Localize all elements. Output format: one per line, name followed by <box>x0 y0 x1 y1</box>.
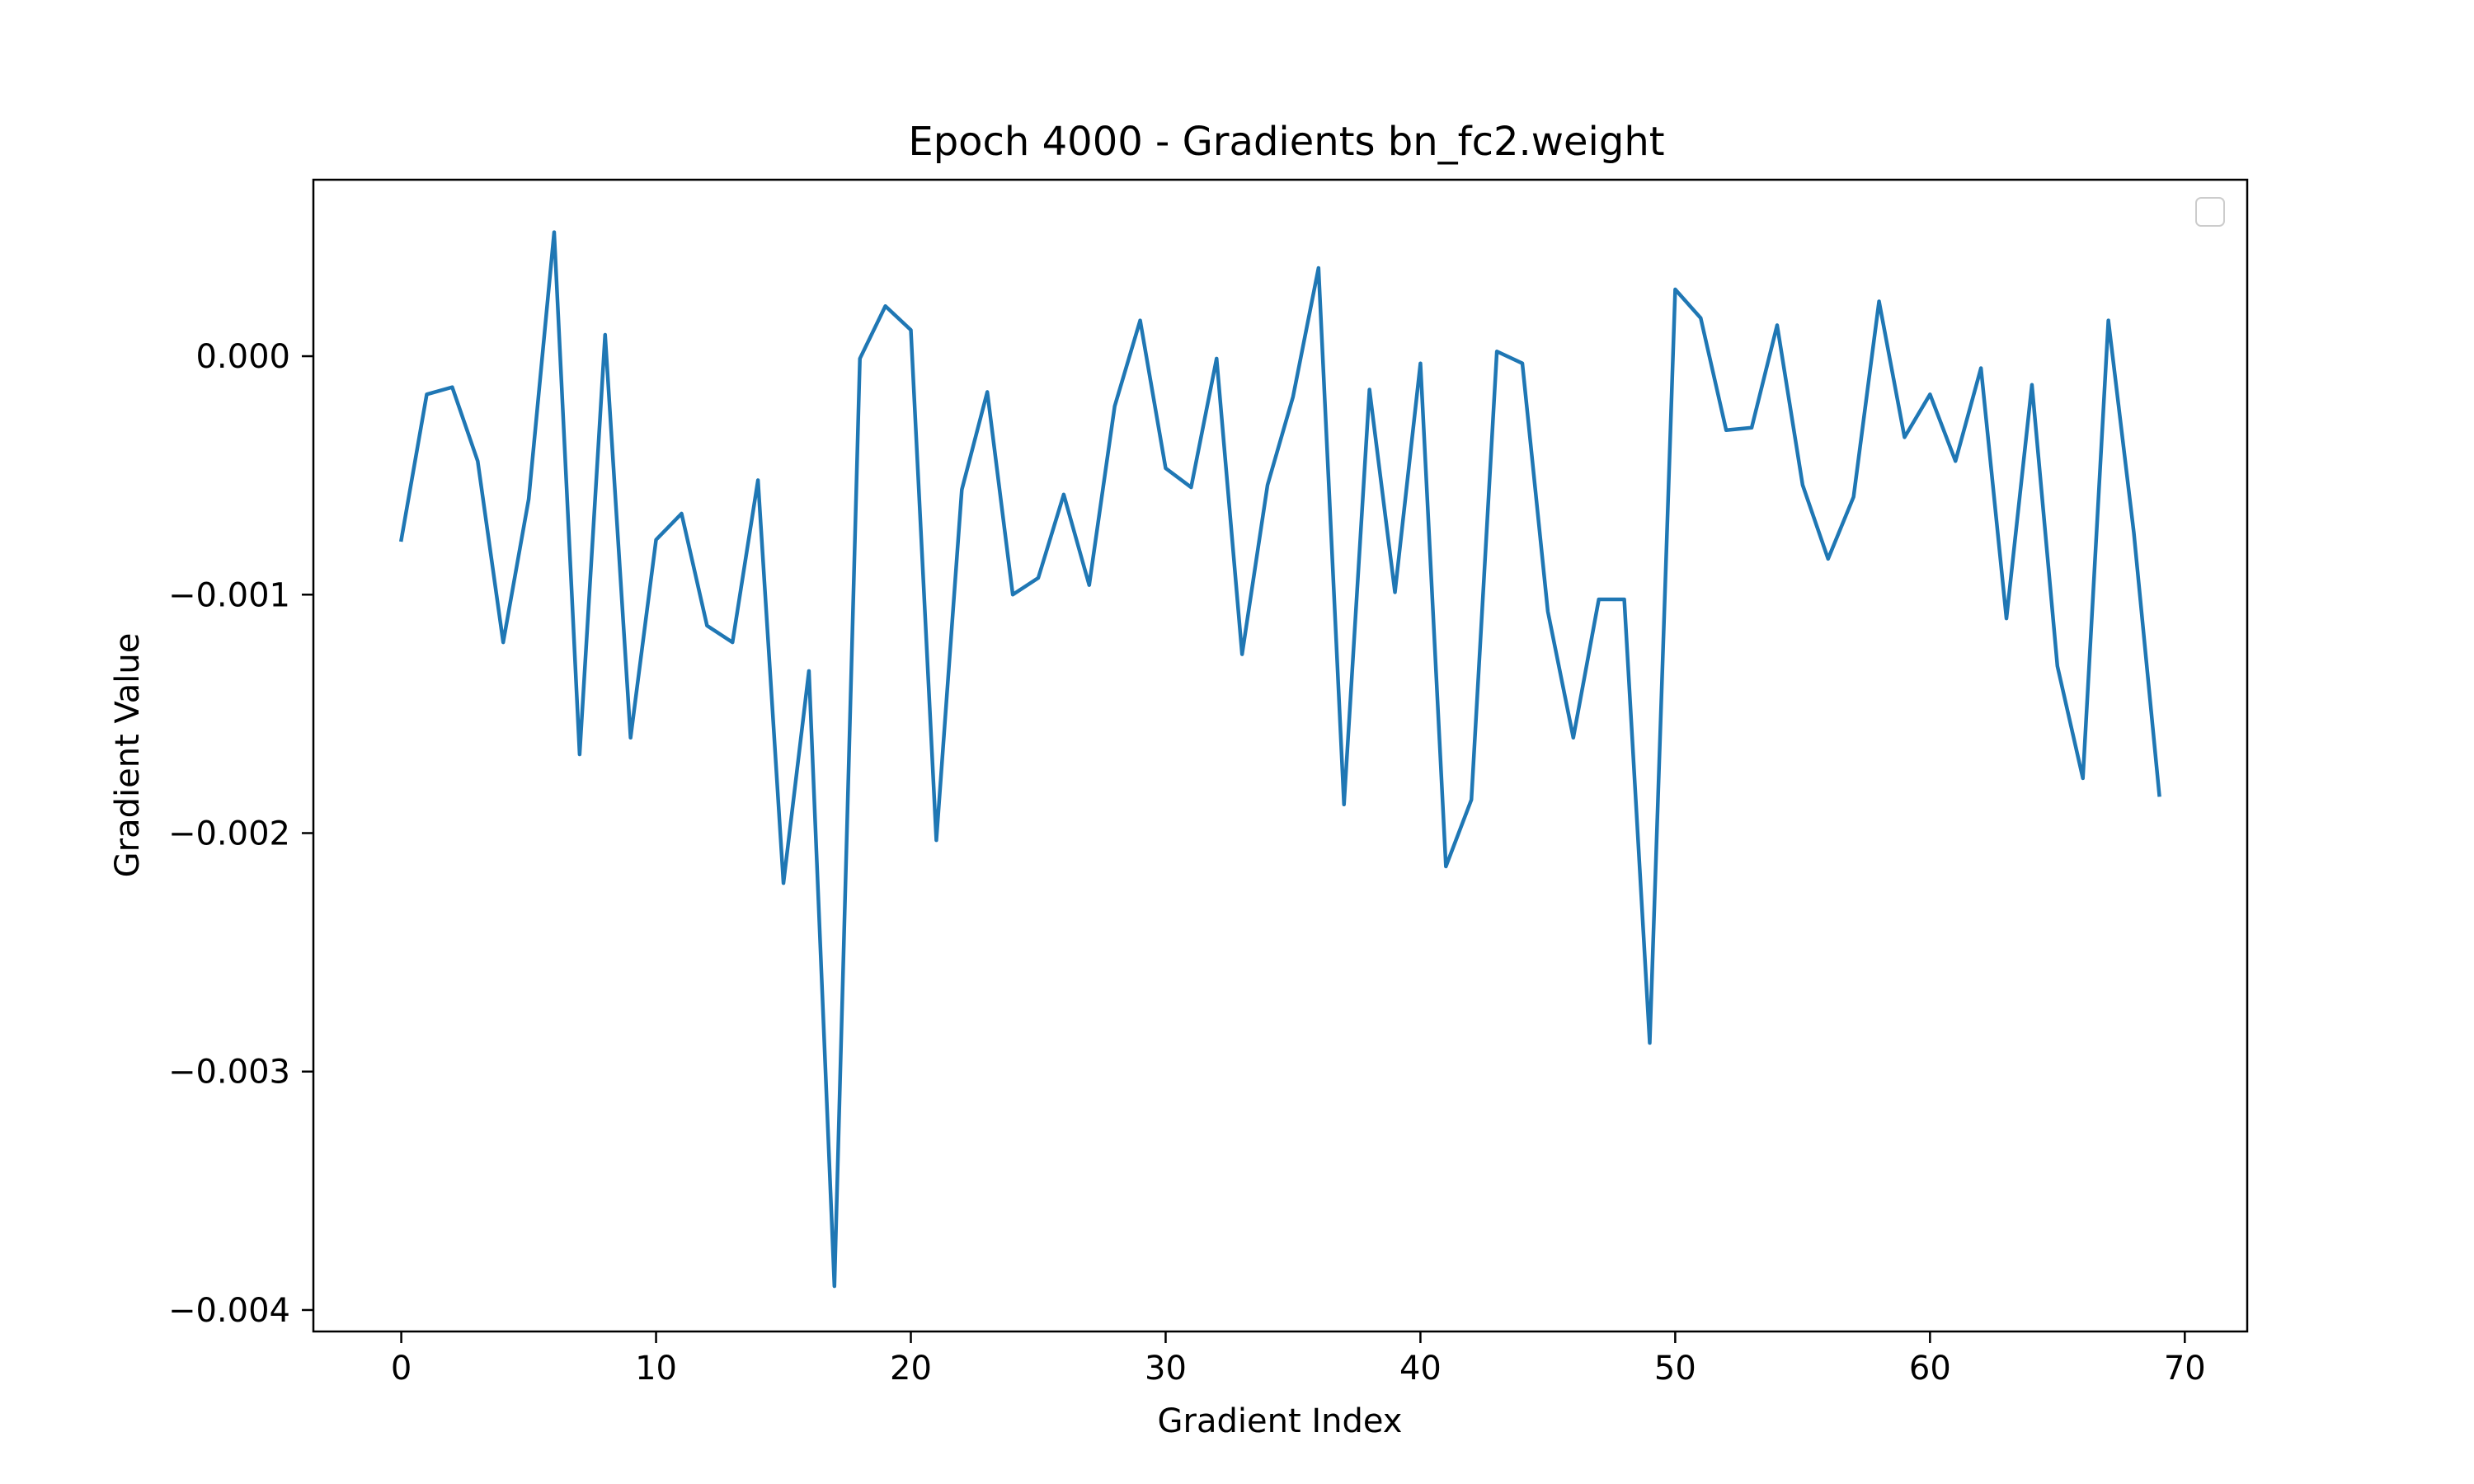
x-tick-label: 20 <box>890 1350 932 1388</box>
chart-title: Epoch 4000 - Gradients bn_fc2.weight <box>908 119 1664 165</box>
y-tick-label: −0.002 <box>168 815 290 853</box>
x-axis-label: Gradient Index <box>1158 1402 1403 1440</box>
y-axis-label: Gradient Value <box>109 633 147 878</box>
x-tick-label: 0 <box>391 1350 412 1388</box>
plot-area <box>398 230 2161 1289</box>
y-tick-label: −0.001 <box>168 576 290 614</box>
axis-ticks: 0 10 20 30 40 50 60 70 0.000 −0.001 −0.002 −0.003 −0… <box>168 338 2206 1388</box>
x-tick-label: 70 <box>2164 1350 2206 1388</box>
y-tick-label: −0.003 <box>168 1054 290 1092</box>
x-tick-label: 50 <box>1654 1350 1696 1388</box>
x-tick-label: 10 <box>635 1350 677 1388</box>
y-tick-label: −0.004 <box>168 1292 290 1330</box>
series-line-0 <box>398 230 2161 1289</box>
axes-frame <box>312 178 2249 1333</box>
x-tick-label: 30 <box>1145 1350 1187 1388</box>
legend-box <box>2195 197 2225 227</box>
y-tick-label: 0.000 <box>195 338 290 376</box>
x-tick-label: 40 <box>1399 1350 1442 1388</box>
x-tick-label: 60 <box>1909 1350 1951 1388</box>
